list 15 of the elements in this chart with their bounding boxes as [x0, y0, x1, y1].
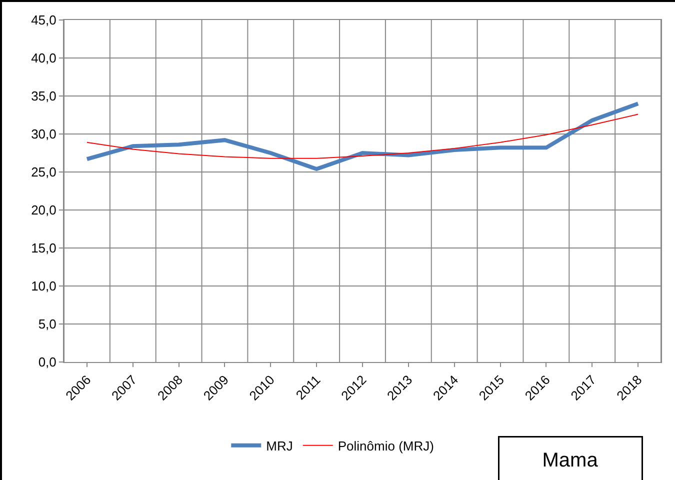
y-tick-label: 25,0 [31, 164, 56, 180]
line-series [86, 114, 639, 159]
y-tick-label: 30,0 [31, 126, 56, 142]
y-tick-label: 45,0 [31, 12, 56, 28]
legend-label: Polinômio (MRJ) [338, 438, 434, 454]
line-series [84, 102, 640, 171]
y-tick-label: 10,0 [31, 278, 56, 294]
y-tick-label: 15,0 [31, 240, 56, 256]
y-tick-label: 40,0 [31, 50, 56, 66]
legend-label: MRJ [266, 438, 293, 454]
y-tick-label: 0,0 [38, 354, 56, 370]
y-tick-label: 5,0 [38, 316, 56, 332]
y-tick-label: 20,0 [31, 202, 56, 218]
text: Mama [542, 450, 599, 472]
y-tick-label: 35,0 [31, 88, 56, 104]
